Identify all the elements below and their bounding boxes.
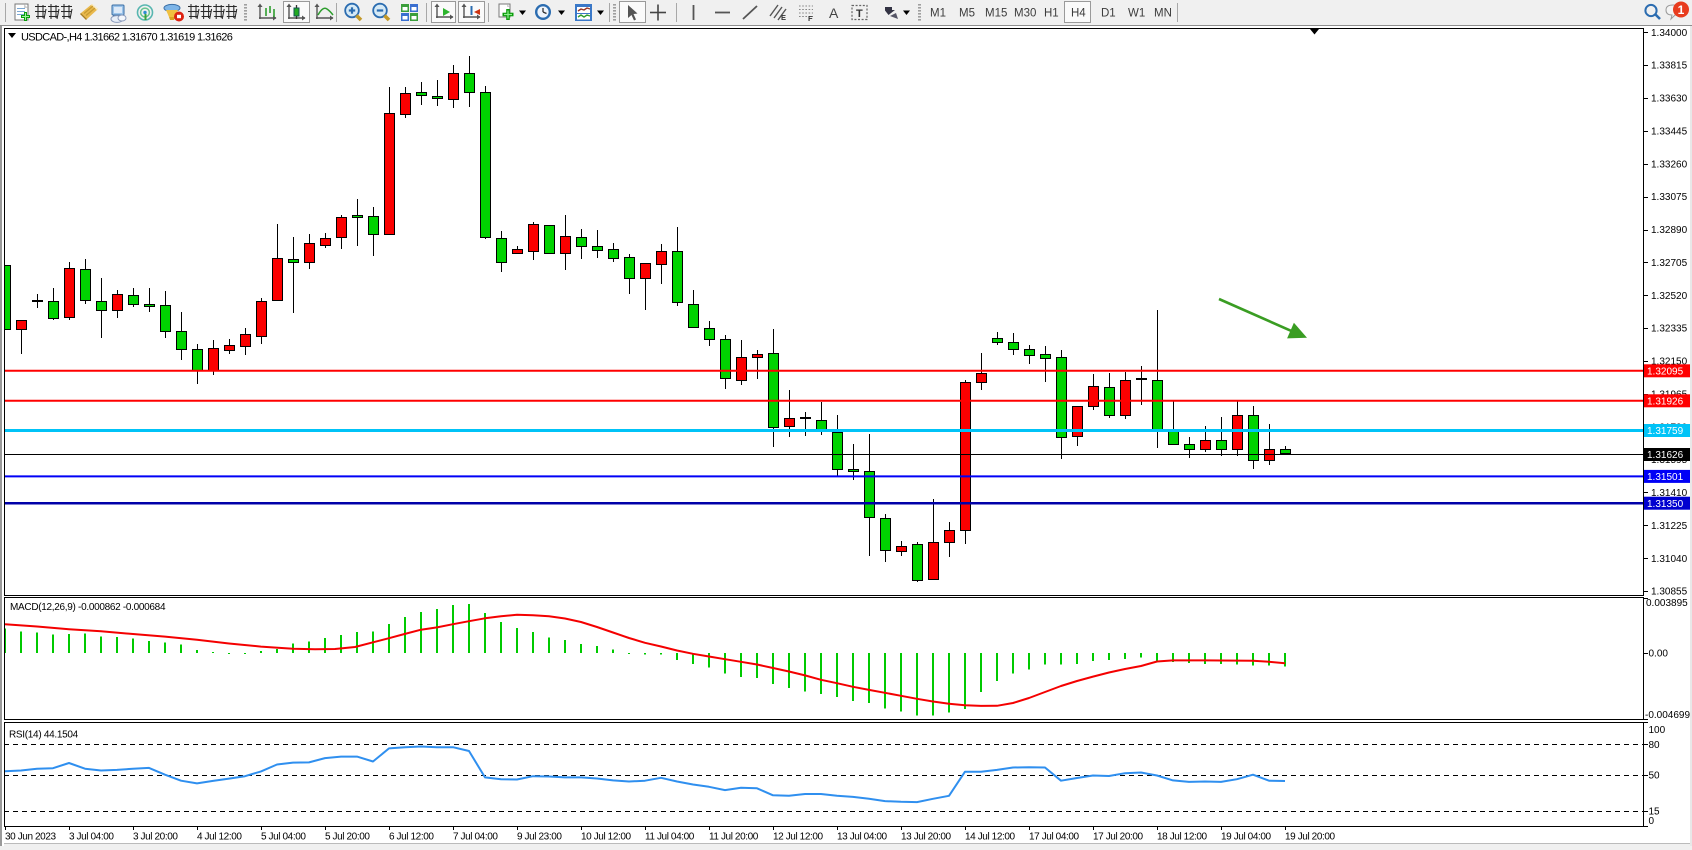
svg-text:W1: W1 xyxy=(1128,8,1145,20)
svg-text:11 Jul 20:00: 11 Jul 20:00 xyxy=(709,832,759,843)
svg-text:D1: D1 xyxy=(1101,8,1116,20)
svg-text:1.32705: 1.32705 xyxy=(1651,258,1688,269)
svg-text:50: 50 xyxy=(1649,771,1661,782)
svg-text:1.33445: 1.33445 xyxy=(1651,126,1688,137)
svg-text:5 Jul 04:00: 5 Jul 04:00 xyxy=(261,832,306,843)
svg-text:1.31501: 1.31501 xyxy=(1647,472,1684,483)
svg-text:MACD(12,26,9) -0.000862 -0.000: MACD(12,26,9) -0.000862 -0.000684 xyxy=(10,602,166,613)
svg-text:10 Jul 12:00: 10 Jul 12:00 xyxy=(581,832,632,843)
svg-text:T: T xyxy=(856,8,863,20)
svg-text:1.34000: 1.34000 xyxy=(1651,28,1688,39)
svg-text:4 Jul 12:00: 4 Jul 12:00 xyxy=(197,832,242,843)
svg-text:1.32890: 1.32890 xyxy=(1651,225,1688,236)
svg-text:1.31410: 1.31410 xyxy=(1651,488,1688,499)
svg-text:3 Jul 20:00: 3 Jul 20:00 xyxy=(133,832,178,843)
svg-text:11 Jul 04:00: 11 Jul 04:00 xyxy=(645,832,695,843)
svg-text:19 Jul 20:00: 19 Jul 20:00 xyxy=(1285,832,1336,843)
svg-text:E: E xyxy=(781,13,786,22)
svg-text:14 Jul 12:00: 14 Jul 12:00 xyxy=(965,832,1016,843)
svg-text:1: 1 xyxy=(1678,3,1685,17)
svg-text:H4: H4 xyxy=(1071,8,1086,20)
svg-text:0.00: 0.00 xyxy=(1649,649,1669,660)
svg-text:100: 100 xyxy=(1649,725,1666,736)
svg-text:1.33630: 1.33630 xyxy=(1651,94,1688,105)
svg-text:1.33815: 1.33815 xyxy=(1651,61,1688,72)
svg-text:1.31626: 1.31626 xyxy=(1647,450,1684,461)
svg-text:1.32150: 1.32150 xyxy=(1651,357,1688,368)
svg-text:-0.004699: -0.004699 xyxy=(1645,710,1690,721)
svg-text:1.31759: 1.31759 xyxy=(1647,426,1684,437)
svg-text:F: F xyxy=(808,14,813,23)
svg-text:3 Jul 04:00: 3 Jul 04:00 xyxy=(69,832,114,843)
svg-text:1.32335: 1.32335 xyxy=(1651,324,1688,335)
svg-text:RSI(14) 44.1504: RSI(14) 44.1504 xyxy=(9,730,79,741)
svg-text:15: 15 xyxy=(1649,806,1661,817)
svg-text:7 Jul 04:00: 7 Jul 04:00 xyxy=(453,832,498,843)
svg-text:1.32095: 1.32095 xyxy=(1647,367,1684,378)
svg-text:5 Jul 20:00: 5 Jul 20:00 xyxy=(325,832,370,843)
svg-text:M30: M30 xyxy=(1014,8,1036,20)
svg-text:17 Jul 04:00: 17 Jul 04:00 xyxy=(1029,832,1080,843)
svg-text:1.30855: 1.30855 xyxy=(1651,587,1688,598)
svg-text:M15: M15 xyxy=(985,8,1007,20)
svg-text:0: 0 xyxy=(1649,816,1655,827)
svg-text:1.31225: 1.31225 xyxy=(1651,521,1688,532)
svg-text:80: 80 xyxy=(1649,740,1661,751)
svg-text:19 Jul 04:00: 19 Jul 04:00 xyxy=(1221,832,1272,843)
svg-text:12 Jul 12:00: 12 Jul 12:00 xyxy=(773,832,824,843)
svg-text:1.31926: 1.31926 xyxy=(1647,397,1684,408)
svg-text:9 Jul 23:00: 9 Jul 23:00 xyxy=(517,832,562,843)
svg-text:1.31350: 1.31350 xyxy=(1647,499,1684,510)
svg-text:30 Jun 2023: 30 Jun 2023 xyxy=(5,832,56,843)
svg-text:H1: H1 xyxy=(1044,8,1059,20)
svg-text:1.33075: 1.33075 xyxy=(1651,192,1688,203)
svg-text:1.33260: 1.33260 xyxy=(1651,159,1688,170)
svg-text:1.31040: 1.31040 xyxy=(1651,554,1688,565)
svg-text:1.32520: 1.32520 xyxy=(1651,291,1688,302)
svg-text:6 Jul 12:00: 6 Jul 12:00 xyxy=(389,832,434,843)
svg-text:M1: M1 xyxy=(930,8,946,20)
svg-text:13 Jul 04:00: 13 Jul 04:00 xyxy=(837,832,888,843)
svg-text:M5: M5 xyxy=(959,8,975,20)
svg-text:A: A xyxy=(829,5,839,21)
svg-text:17 Jul 20:00: 17 Jul 20:00 xyxy=(1093,832,1144,843)
svg-text:MN: MN xyxy=(1154,8,1172,20)
svg-text:13 Jul 20:00: 13 Jul 20:00 xyxy=(901,832,952,843)
svg-text:0.003895: 0.003895 xyxy=(1646,598,1688,609)
svg-text:USDCAD-,H4 1.31662 1.31670 1.: USDCAD-,H4 1.31662 1.31670 1.31619 1.316… xyxy=(21,32,233,44)
svg-text:18 Jul 12:00: 18 Jul 12:00 xyxy=(1157,832,1208,843)
